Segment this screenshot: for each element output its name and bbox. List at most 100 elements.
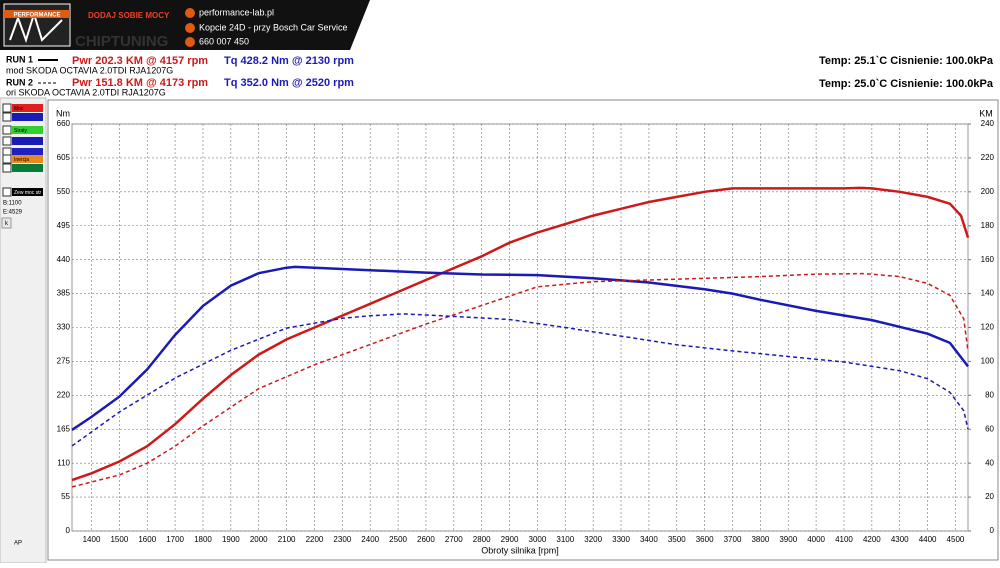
x-tick-label: 3700 xyxy=(724,535,742,544)
x-axis-label: Obroty silnika [rpm] xyxy=(481,545,559,555)
panel-label: Zew moc str xyxy=(14,190,42,196)
x-tick-label: 4500 xyxy=(947,535,965,544)
x-tick-label: 4300 xyxy=(891,535,909,544)
curve xyxy=(71,265,969,431)
x-tick-label: 3300 xyxy=(612,535,630,544)
end-rpm: E:4529 xyxy=(3,210,23,216)
x-tick-label: 2800 xyxy=(473,535,491,544)
x-tick-label: 1600 xyxy=(138,535,156,544)
run-label: RUN 1 xyxy=(6,54,33,64)
y-tick-label: 55 xyxy=(61,492,70,501)
phone-icon xyxy=(185,37,195,47)
x-tick-label: 3400 xyxy=(640,535,658,544)
y2-axis-label: KM xyxy=(979,108,993,118)
slogan: DODAJ SOBIE MOCY xyxy=(88,11,170,20)
y2-tick-label: 0 xyxy=(990,526,995,535)
y2-tick-label: 140 xyxy=(981,289,995,298)
y-tick-label: 440 xyxy=(57,255,71,264)
y-axis-label: Nm xyxy=(56,108,70,118)
curve xyxy=(71,272,969,488)
x-tick-label: 2900 xyxy=(501,535,519,544)
x-tick-label: 1700 xyxy=(166,535,184,544)
y2-tick-label: 240 xyxy=(981,119,995,128)
checkbox[interactable] xyxy=(2,103,12,113)
y-tick-label: 495 xyxy=(57,221,71,230)
y-tick-label: 165 xyxy=(57,424,71,433)
brand: PERFORMANCE xyxy=(13,13,60,19)
k-label: k xyxy=(5,221,9,227)
y-tick-label: 605 xyxy=(57,153,71,162)
y-tick-label: 550 xyxy=(57,187,71,196)
x-tick-label: 2400 xyxy=(361,535,379,544)
swatch xyxy=(12,104,43,112)
pin-icon xyxy=(185,23,195,33)
y2-tick-label: 20 xyxy=(985,492,994,501)
run-torque: Tq 428.2 Nm @ 2130 rpm xyxy=(224,55,354,67)
curve xyxy=(71,186,970,482)
x-tick-label: 3200 xyxy=(584,535,602,544)
watermark: CHIPTUNING xyxy=(75,33,168,50)
checkbox[interactable] xyxy=(2,154,12,164)
checkbox[interactable] xyxy=(2,187,12,197)
swatch xyxy=(12,126,43,134)
x-tick-label: 2600 xyxy=(417,535,435,544)
checkbox[interactable] xyxy=(2,136,12,146)
phone: 660 007 450 xyxy=(199,36,249,46)
run-power: Pwr 151.8 KM @ 4173 rpm xyxy=(72,77,208,89)
y-tick-label: 330 xyxy=(57,323,71,332)
banner-edge xyxy=(350,0,370,50)
y2-tick-label: 220 xyxy=(981,153,995,162)
x-tick-label: 2000 xyxy=(250,535,268,544)
begin-rpm: B:1100 xyxy=(3,201,22,207)
y2-tick-label: 60 xyxy=(985,424,994,433)
x-tick-label: 4400 xyxy=(919,535,937,544)
x-tick-label: 2300 xyxy=(333,535,351,544)
y-tick-label: 220 xyxy=(57,390,71,399)
run-power: Pwr 202.3 KM @ 4157 rpm xyxy=(72,55,208,67)
address: Kopcie 24D - przy Bosch Car Service xyxy=(199,22,348,32)
y2-tick-label: 180 xyxy=(981,221,995,230)
run-description: ori SKODA OCTAVIA 2.0TDI RJA1207G xyxy=(6,87,166,97)
x-tick-label: 1500 xyxy=(110,535,128,544)
y-tick-label: 660 xyxy=(57,119,71,128)
curve xyxy=(71,313,969,447)
x-tick-label: 2500 xyxy=(389,535,407,544)
x-tick-label: 4200 xyxy=(863,535,881,544)
checkbox[interactable] xyxy=(2,125,12,135)
x-tick-label: 1900 xyxy=(222,535,240,544)
y2-tick-label: 40 xyxy=(985,458,994,467)
x-tick-label: 2200 xyxy=(306,535,324,544)
x-tick-label: 4000 xyxy=(807,535,825,544)
y2-tick-label: 160 xyxy=(981,255,995,264)
k-button[interactable] xyxy=(1,217,12,229)
panel-label: Moc xyxy=(14,106,24,112)
swatch xyxy=(12,164,43,172)
checkbox[interactable] xyxy=(2,163,12,173)
y2-tick-label: 80 xyxy=(985,390,994,399)
footer: AP xyxy=(14,541,22,547)
swatch xyxy=(12,113,43,121)
checkbox[interactable] xyxy=(2,112,12,122)
run-description: mod SKODA OCTAVIA 2.0TDI RJA1207G xyxy=(6,65,173,75)
run-conditions: Temp: 25.0`C Cisnienie: 100.0kPa xyxy=(819,78,994,90)
x-tick-label: 2100 xyxy=(278,535,296,544)
run-torque: Tq 352.0 Nm @ 2520 rpm xyxy=(224,77,354,89)
logo-strip xyxy=(4,10,70,18)
x-tick-label: 1400 xyxy=(83,535,101,544)
x-tick-label: 3100 xyxy=(556,535,574,544)
panel: Moc Straty Inercja Zew moc str xyxy=(2,103,43,197)
x-tick-label: 3600 xyxy=(696,535,714,544)
x-tick-label: 3900 xyxy=(779,535,797,544)
x-tick-label: 2700 xyxy=(445,535,463,544)
y2-tick-label: 120 xyxy=(981,323,995,332)
swatch xyxy=(12,148,43,156)
x-tick-label: 3500 xyxy=(668,535,686,544)
run-conditions: Temp: 25.1`C Cisnienie: 100.0kPa xyxy=(819,55,994,67)
x-tick-label: 3000 xyxy=(529,535,547,544)
y2-tick-label: 100 xyxy=(981,357,995,366)
y-tick-label: 0 xyxy=(66,526,71,535)
y2-tick-label: 200 xyxy=(981,187,995,196)
panel-label: Straty xyxy=(14,128,28,134)
x-tick-label: 4100 xyxy=(835,535,853,544)
